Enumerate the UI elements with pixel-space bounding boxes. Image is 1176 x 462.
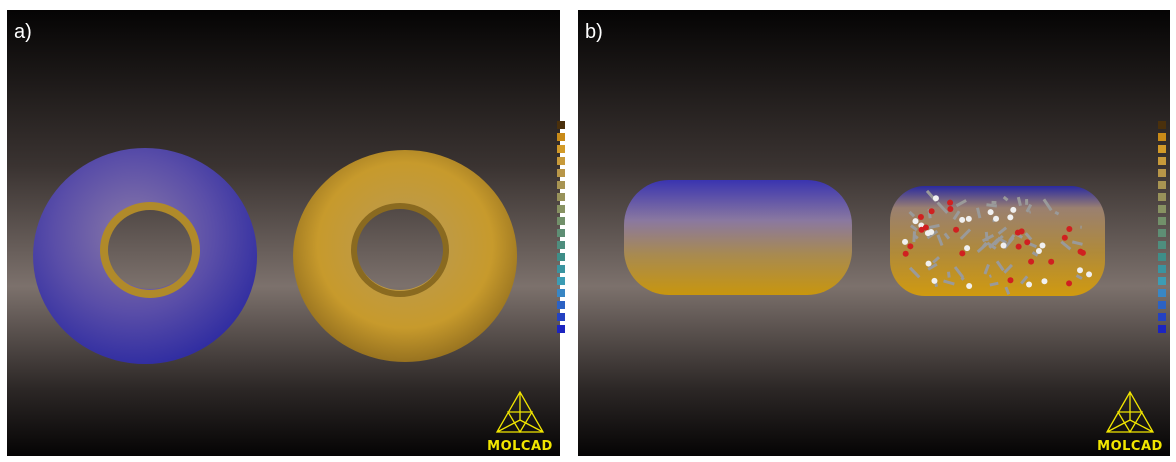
atom (1086, 271, 1092, 277)
color-scale-step (557, 217, 565, 225)
atom (988, 209, 994, 215)
color-scale-step (557, 133, 565, 141)
atom (947, 206, 953, 212)
bond (986, 232, 987, 241)
color-scale-step (1158, 253, 1166, 261)
atom (913, 218, 919, 224)
color-scale-step (557, 121, 565, 129)
atom (1001, 243, 1007, 249)
surface-side (624, 180, 852, 295)
atom (1039, 242, 1045, 248)
panel-a: a) MOLCAD (7, 10, 565, 456)
atom (902, 239, 908, 245)
atom (933, 195, 939, 201)
atom (1066, 226, 1072, 232)
color-scale-step (557, 145, 565, 153)
color-scale-step (1158, 265, 1166, 273)
color-scale-step (557, 229, 565, 237)
atom (1016, 244, 1022, 250)
bond (914, 231, 915, 242)
atom (931, 278, 937, 284)
atom (959, 250, 965, 256)
figure: a) MOLCAD b) MOLCAD (0, 0, 1176, 462)
color-scale-step (557, 253, 565, 261)
color-scale-step (557, 325, 565, 333)
atom (929, 208, 935, 214)
bond (962, 277, 964, 279)
panel-label: b) (585, 21, 603, 43)
color-scale-step (557, 169, 565, 177)
atom (966, 283, 972, 289)
color-scale-step (1158, 145, 1166, 153)
color-scale-step (557, 241, 565, 249)
atom (1026, 281, 1032, 287)
logo-text: MOLCAD (1097, 439, 1163, 454)
color-scale-step (1158, 325, 1166, 333)
logo-text: MOLCAD (487, 439, 553, 454)
color-scale-step (1158, 217, 1166, 225)
atom (1007, 277, 1013, 283)
color-scale-step (1158, 289, 1166, 297)
atom (1019, 228, 1025, 234)
atom (1010, 207, 1016, 213)
color-scale-step (1158, 241, 1166, 249)
atom (926, 261, 932, 267)
color-scale-step (1158, 205, 1166, 213)
atom (1024, 239, 1030, 245)
panel-b: b) MOLCAD (578, 10, 1170, 456)
atom (966, 216, 972, 222)
color-scale-step (557, 277, 565, 285)
color-scale-step (557, 157, 565, 165)
atom (928, 229, 934, 235)
atom (953, 227, 959, 233)
bond (1018, 197, 1020, 206)
atom (959, 217, 965, 223)
bond (989, 276, 991, 277)
color-scale-step (557, 205, 565, 213)
bond (949, 272, 950, 278)
atom (907, 243, 913, 249)
color-scale-step (1158, 301, 1166, 309)
color-scale-step (1158, 313, 1166, 321)
bond (1055, 212, 1058, 214)
color-scale-step (557, 301, 565, 309)
atom (1028, 259, 1034, 265)
color-scale-step (1158, 133, 1166, 141)
panel-label: a) (14, 21, 32, 43)
atom (1007, 214, 1013, 220)
atom (918, 214, 924, 220)
atom (1036, 248, 1042, 254)
color-scale-step (557, 265, 565, 273)
color-scale-step (1158, 181, 1166, 189)
atom (964, 245, 970, 251)
color-scale-step (557, 181, 565, 189)
atom (993, 216, 999, 222)
atom (1078, 249, 1084, 255)
bond (986, 205, 996, 206)
atom (923, 225, 929, 231)
color-scale-step (1158, 229, 1166, 237)
color-scale-step (1158, 169, 1166, 177)
color-scale-step (1158, 193, 1166, 201)
atom (947, 200, 953, 206)
color-scale-step (557, 313, 565, 321)
atom (1077, 267, 1083, 273)
atom (1048, 259, 1054, 265)
atom (1062, 235, 1068, 241)
color-scale-step (557, 289, 565, 297)
atom (903, 251, 909, 257)
color-scale-step (1158, 121, 1166, 129)
atom (1066, 280, 1072, 286)
atom (1041, 278, 1047, 284)
color-scale-step (557, 193, 565, 201)
color-scale-step (1158, 277, 1166, 285)
bond (990, 283, 998, 285)
color-scale-step (1158, 157, 1166, 165)
